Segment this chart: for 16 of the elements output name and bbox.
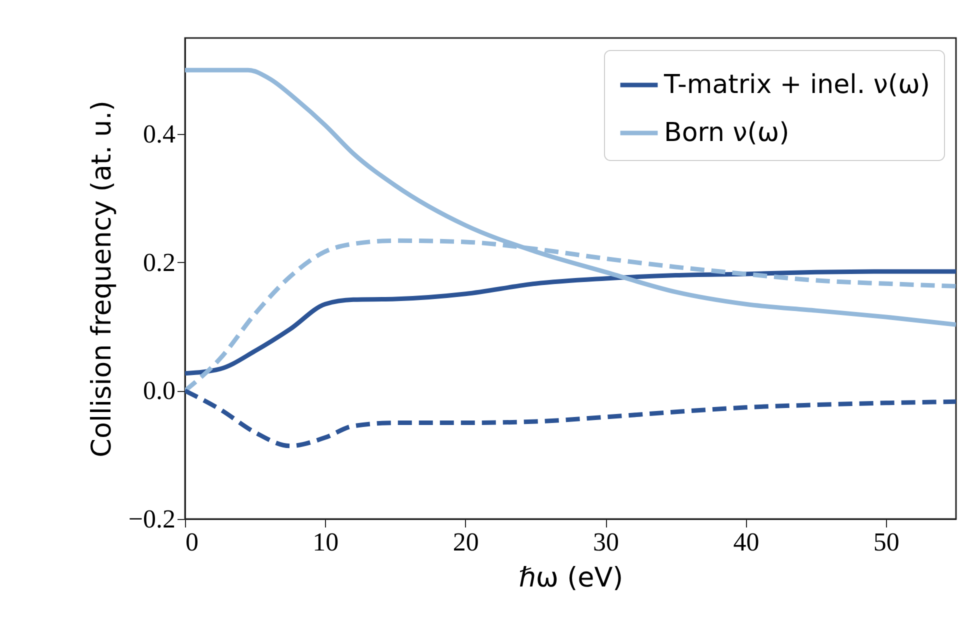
- x-tick-label: 10: [312, 528, 339, 556]
- x-tick-label: 20: [452, 528, 479, 556]
- x-tick-label: 40: [733, 528, 760, 556]
- y-axis-title: Collision frequency (at. u.): [86, 100, 118, 458]
- x-tick-label: 0: [186, 528, 198, 556]
- x-tick-label: 30: [593, 528, 620, 556]
- line-series: [185, 269, 956, 376]
- y-tick-label: −0.2: [128, 504, 176, 534]
- x-axis-title: ℏω (eV): [518, 562, 624, 594]
- y-tick-label: 0.0: [143, 376, 176, 406]
- legend-label: Born ν(ω): [664, 118, 790, 148]
- y-tick-label: 0.2: [143, 248, 176, 277]
- x-tick-label: 50: [873, 528, 900, 556]
- y-tick-label: 0.4: [143, 120, 176, 149]
- line-series: [185, 388, 956, 448]
- legend-label: T-matrix + inel. ν(ω): [663, 70, 930, 100]
